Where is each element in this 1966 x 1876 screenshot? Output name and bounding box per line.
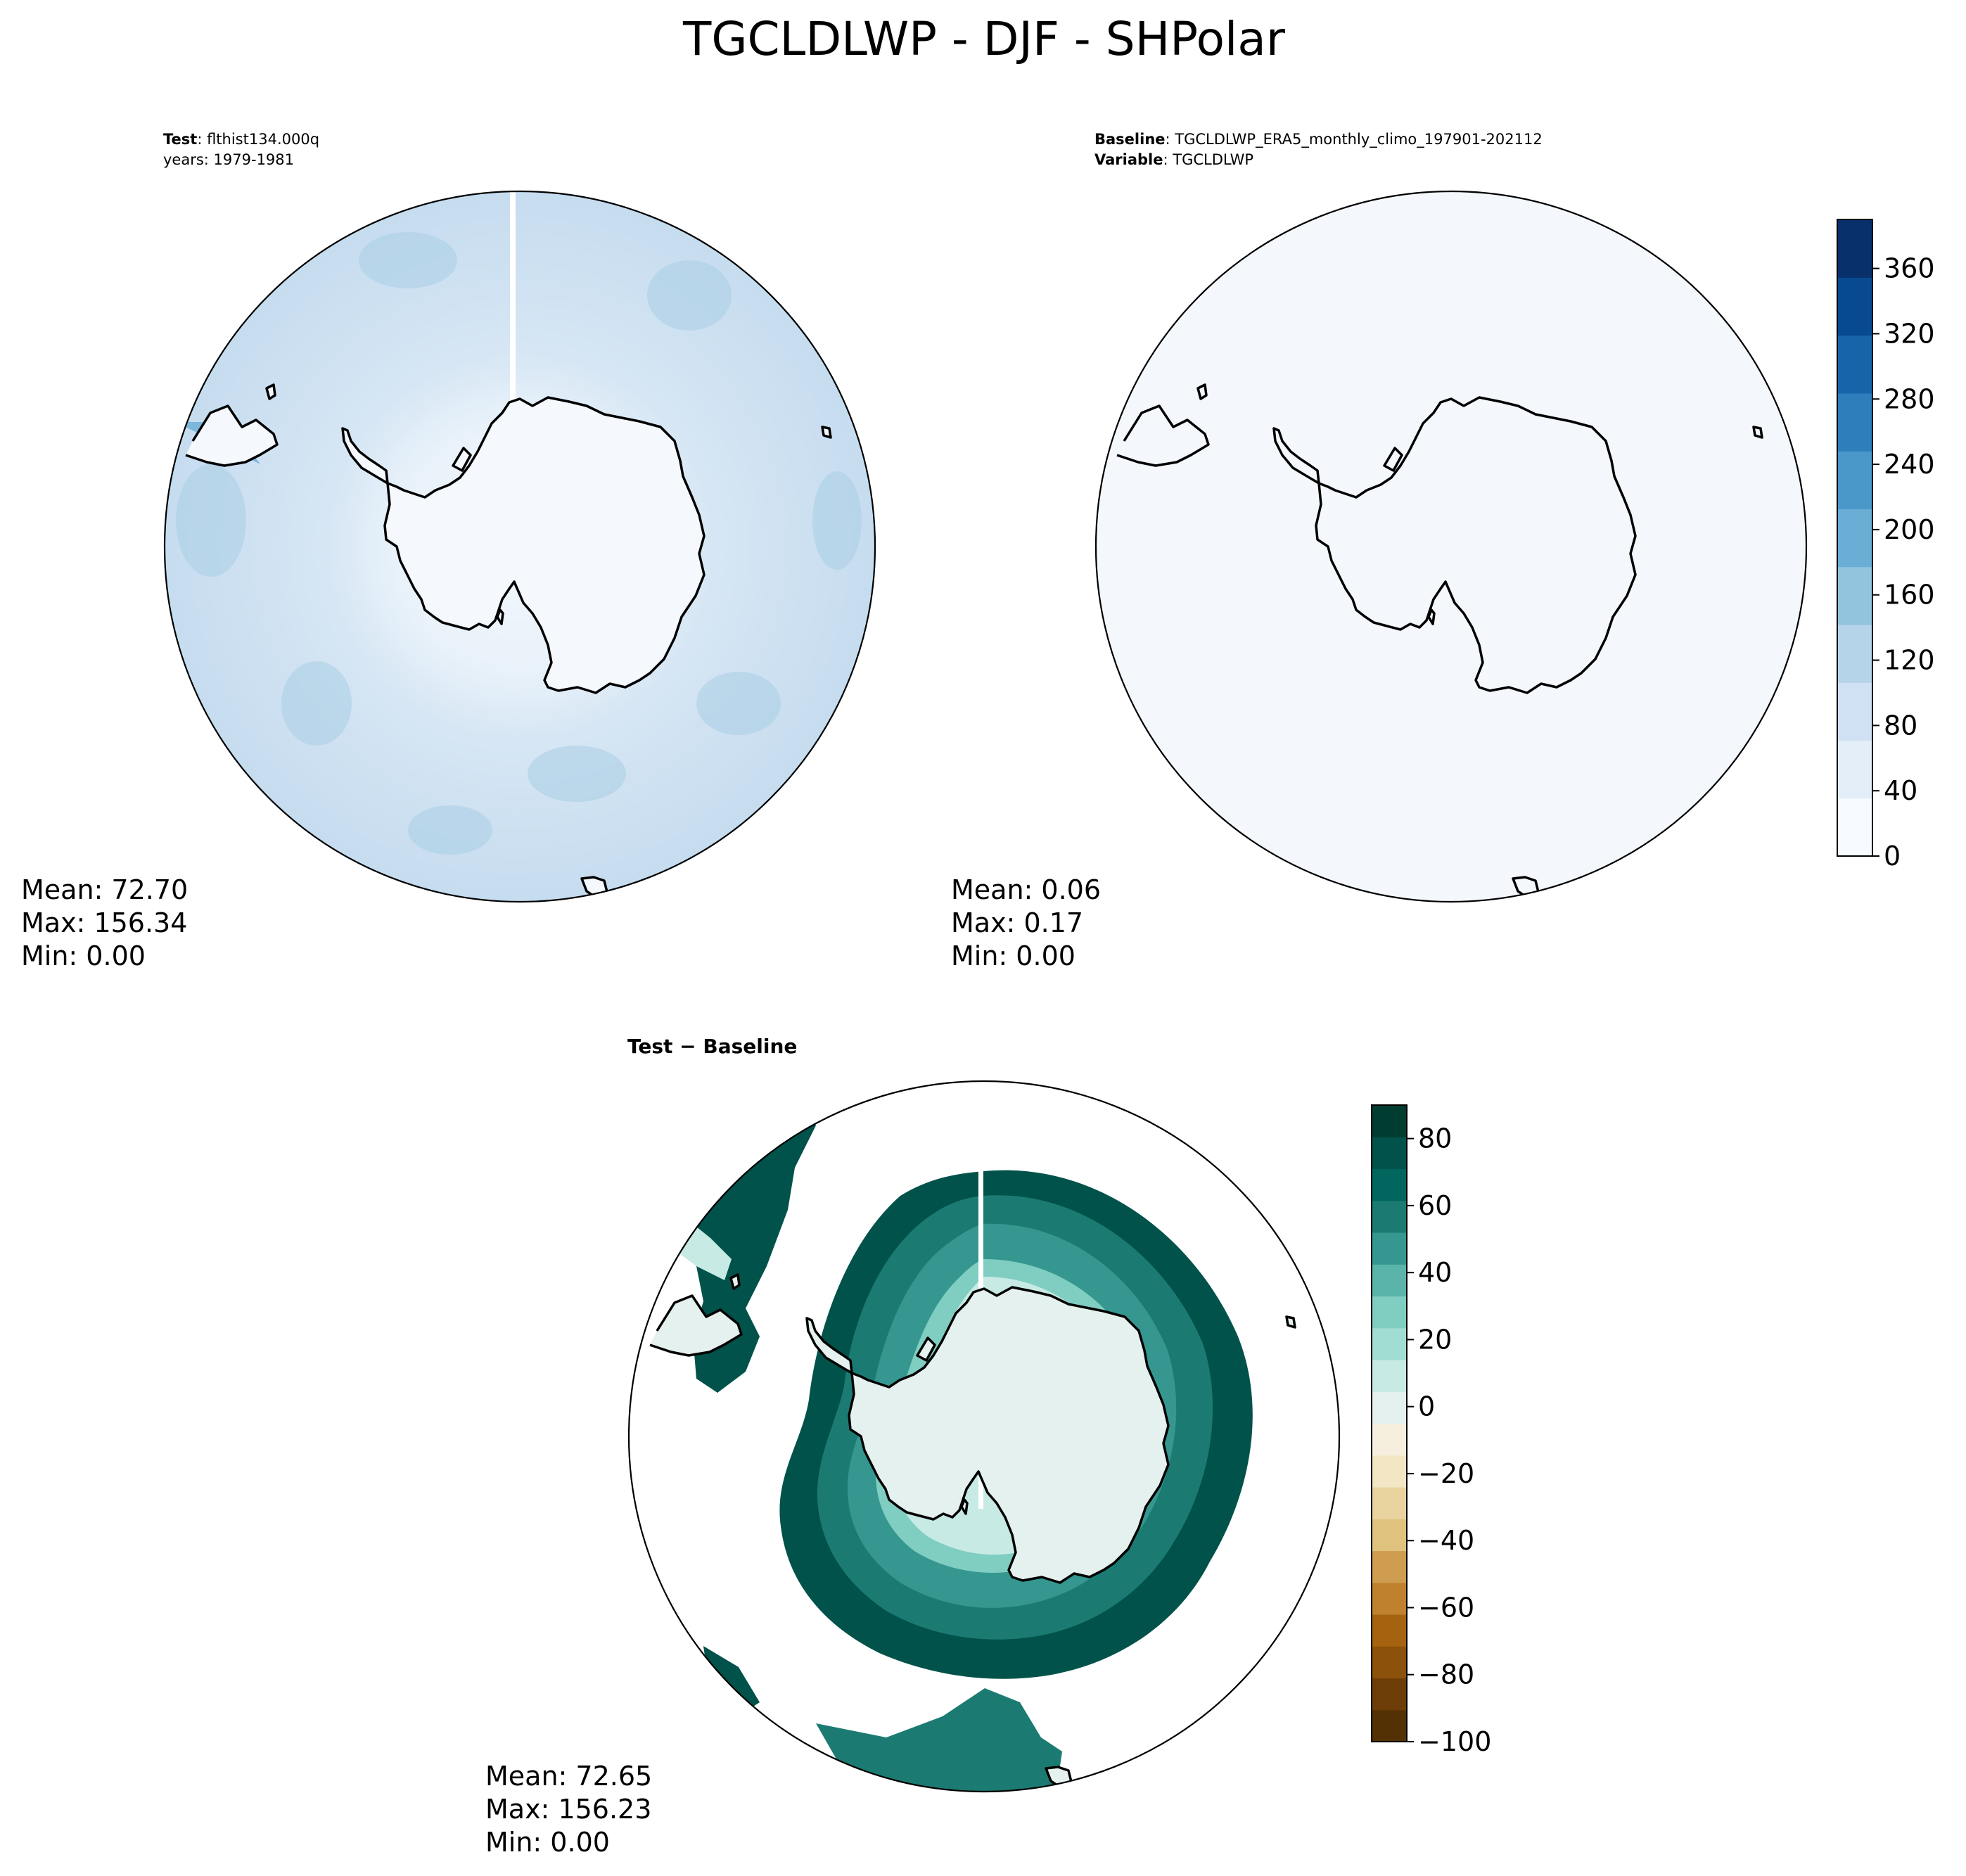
colorbar-bottom-segment [1372,1296,1407,1329]
colorbar-bottom-segment [1372,1232,1407,1265]
test-panel-header: Test: flthist134.000q years: 1979-1981 [163,131,319,168]
baseline-min: Min: 0.00 [951,940,1075,971]
test-stats: Mean: 72.70 Max: 156.34 Min: 0.00 [21,874,188,971]
colorbar-bottom-segment [1372,1709,1407,1742]
diff-min: Min: 0.00 [485,1827,610,1858]
colorbar-bottom-segment [1372,1646,1407,1679]
test-field-seam [510,191,516,478]
colorbar-bottom-tick-label: −20 [1418,1458,1474,1489]
colorbar-bottom-segment [1372,1678,1407,1711]
colorbar-bottom-tick-label: −80 [1418,1659,1474,1690]
colorbar-top-segment [1837,393,1872,452]
test-years: years: 1979-1981 [163,151,294,168]
colorbar-top-segment [1837,509,1872,568]
colorbar-top-segment [1837,335,1872,394]
baseline-map-boundary [1094,190,1808,903]
colorbar-bottom-segment [1372,1391,1407,1424]
test-max: Max: 156.34 [21,907,187,938]
colorbar-top-tick-label: 80 [1884,710,1917,741]
colorbar-top-segment [1837,451,1872,509]
colorbar-bottom-segment [1372,1168,1407,1201]
colorbar-bottom: −100 −80 −60 −40 −20 0 20 40 60 80 [1371,1104,1491,1757]
colorbar-top-segment [1837,219,1872,278]
baseline-max: Max: 0.17 [951,907,1083,938]
colorbar-bottom-segment [1372,1200,1407,1233]
colorbar-bottom-segment [1372,1582,1407,1615]
colorbar-bottom-frame [1371,1104,1408,1742]
colorbar-bottom-segment [1372,1105,1407,1137]
colorbar-bottom-tick-label: 0 [1418,1391,1435,1422]
colorbar-bottom-segment [1372,1550,1407,1583]
colorbar-top-segment [1837,277,1872,336]
baseline-map [1094,190,1808,903]
diff-label-minus: − [672,1035,703,1058]
baseline-variable: Variable: TGCLDLWP [1094,151,1253,168]
colorbar-bottom-tick-label: −40 [1418,1525,1474,1556]
colorbar-bottom-segment [1372,1360,1407,1392]
colorbar-top-tick-label: 320 [1884,318,1935,349]
test-min: Min: 0.00 [21,940,146,971]
diff-label-test: Test [627,1035,672,1058]
diff-label: Test − Baseline [627,1035,797,1058]
baseline-stats: Mean: 0.06 Max: 0.17 Min: 0.00 [951,874,1101,971]
baseline-label: Baseline: TGCLDLWP_ERA5_monthly_climo_19… [1094,131,1543,148]
diff-bottom-blob [816,1688,1062,1792]
diff-map-boundary [627,1080,1341,1793]
diff-label-baseline: Baseline [703,1035,797,1058]
baseline-var-key: Variable [1094,151,1163,168]
colorbar-bottom-tick-label: 60 [1418,1190,1452,1221]
test-map [163,190,876,903]
colorbar-top-tick-label: 120 [1884,645,1935,676]
baseline-label-value: : TGCLDLWP_ERA5_monthly_climo_197901-202… [1166,131,1543,148]
colorbar-top-segment [1837,566,1872,625]
colorbar-top-tick-label: 160 [1884,580,1935,611]
colorbar-bottom-tick-label: −60 [1418,1592,1474,1623]
test-map-boundary [163,190,876,903]
test-label: Test: flthist134.000q [163,131,319,148]
colorbar-bottom-segment [1372,1327,1407,1360]
colorbar-top-tick-label: 360 [1884,253,1935,284]
test-label-key: Test [163,131,197,148]
colorbar-top-tick-label: 240 [1884,449,1935,480]
diff-mean: Mean: 72.65 [485,1761,652,1792]
colorbar-bottom-segment [1372,1137,1407,1170]
colorbar-bottom-segment [1372,1614,1407,1647]
diff-max: Max: 156.23 [485,1794,651,1825]
colorbar-bottom-segment [1372,1423,1407,1456]
colorbar-bottom-segment [1372,1487,1407,1519]
baseline-var-value: : TGCLDLWP [1163,151,1253,168]
colorbar-top-segment [1837,682,1872,741]
colorbar-bottom-segment [1372,1264,1407,1297]
colorbar-top: 0 40 80 120 160 200 240 280 320 360 [1837,219,1935,872]
test-mean: Mean: 72.70 [21,874,188,905]
diff-map [627,1080,1341,1793]
colorbar-top-frame [1837,219,1873,857]
colorbar-bottom-segment [1372,1519,1407,1552]
colorbar-top-tick-label: 40 [1884,775,1917,806]
test-label-value: : flthist134.000q [197,131,319,148]
colorbar-top-segment [1837,740,1872,799]
colorbar-top-tick-label: 0 [1884,841,1901,872]
baseline-panel-header: Baseline: TGCLDLWP_ERA5_monthly_climo_19… [1094,131,1543,168]
colorbar-top-tick-label: 280 [1884,383,1935,414]
colorbar-bottom-tick-label: 80 [1418,1123,1452,1154]
colorbar-bottom-tick-label: 20 [1418,1324,1452,1355]
diff-stats: Mean: 72.65 Max: 156.23 Min: 0.00 [485,1761,652,1858]
baseline-label-key: Baseline [1094,131,1166,148]
colorbar-top-segment [1837,798,1872,857]
colorbar-bottom-tick-label: 40 [1418,1257,1452,1288]
colorbar-top-tick-label: 200 [1884,514,1935,545]
figure-title: TGCLDLWP - DJF - SHPolar [682,12,1286,66]
baseline-mean: Mean: 0.06 [951,874,1101,905]
test-field-patches [176,232,862,855]
colorbar-bottom-tick-label: −100 [1418,1726,1491,1757]
colorbar-top-segment [1837,624,1872,683]
colorbar-bottom-segment [1372,1455,1407,1488]
